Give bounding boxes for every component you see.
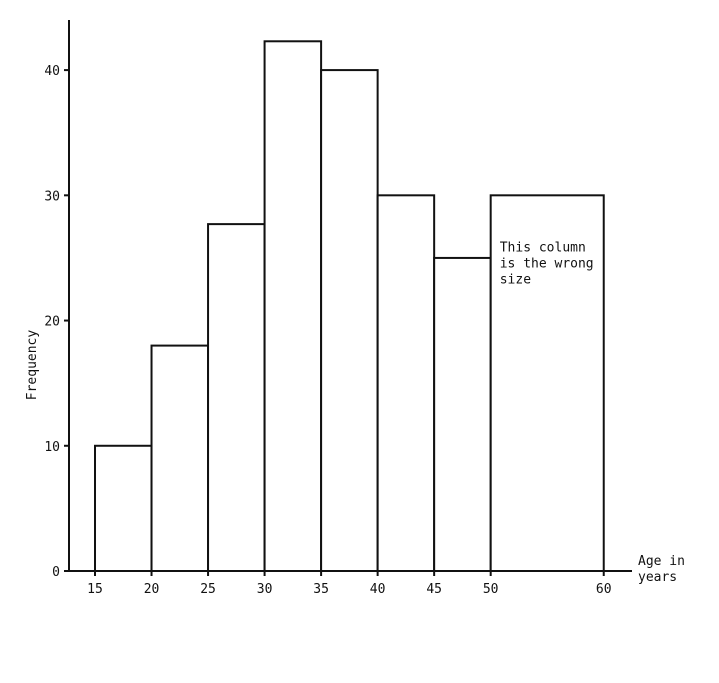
annotation-line-3: size xyxy=(500,273,531,288)
histogram-bar-35-40 xyxy=(320,69,379,572)
y-tick-label: 0 xyxy=(52,565,60,580)
x-tick-label: 35 xyxy=(313,582,329,597)
y-tick-label: 10 xyxy=(44,440,60,455)
y-tick-label: 30 xyxy=(44,189,60,204)
x-tick-label: 50 xyxy=(483,582,499,597)
x-tick-label: 60 xyxy=(596,582,612,597)
x-tick-label: 30 xyxy=(257,582,273,597)
x-axis-label-line2: years xyxy=(638,570,677,585)
histogram-bar-50-60 xyxy=(489,194,605,572)
x-tick-label: 15 xyxy=(87,582,103,597)
x-tick-label: 40 xyxy=(370,582,386,597)
x-tick-label: 20 xyxy=(144,582,160,597)
x-axis-label-line1: Age in xyxy=(638,554,685,569)
annotation-line-2: is the wrong xyxy=(500,257,594,272)
axes-group xyxy=(68,20,632,572)
y-tick-label: 20 xyxy=(44,315,60,330)
x-tick-label: 25 xyxy=(200,582,216,597)
y-axis-label: Frequency xyxy=(25,330,40,401)
histogram-bar-45-50 xyxy=(433,256,492,572)
histogram-bar-20-25 xyxy=(150,344,210,572)
y-ticks-group: 0 10 20 30 40 xyxy=(44,64,69,580)
histogram-bar-25-30 xyxy=(207,223,266,572)
bars-group xyxy=(94,40,605,573)
histogram-bar-30-35 xyxy=(263,40,323,572)
histogram-bar-15-20 xyxy=(94,444,153,573)
annotation-group: This column is the wrong size xyxy=(500,241,594,288)
x-ticks-group: 15 20 25 30 35 40 45 50 60 xyxy=(87,571,612,597)
histogram-bar-40-45 xyxy=(376,194,436,572)
x-tick-label: 45 xyxy=(426,582,442,597)
annotation-line-1: This column xyxy=(500,241,586,256)
y-tick-label: 40 xyxy=(44,64,60,79)
